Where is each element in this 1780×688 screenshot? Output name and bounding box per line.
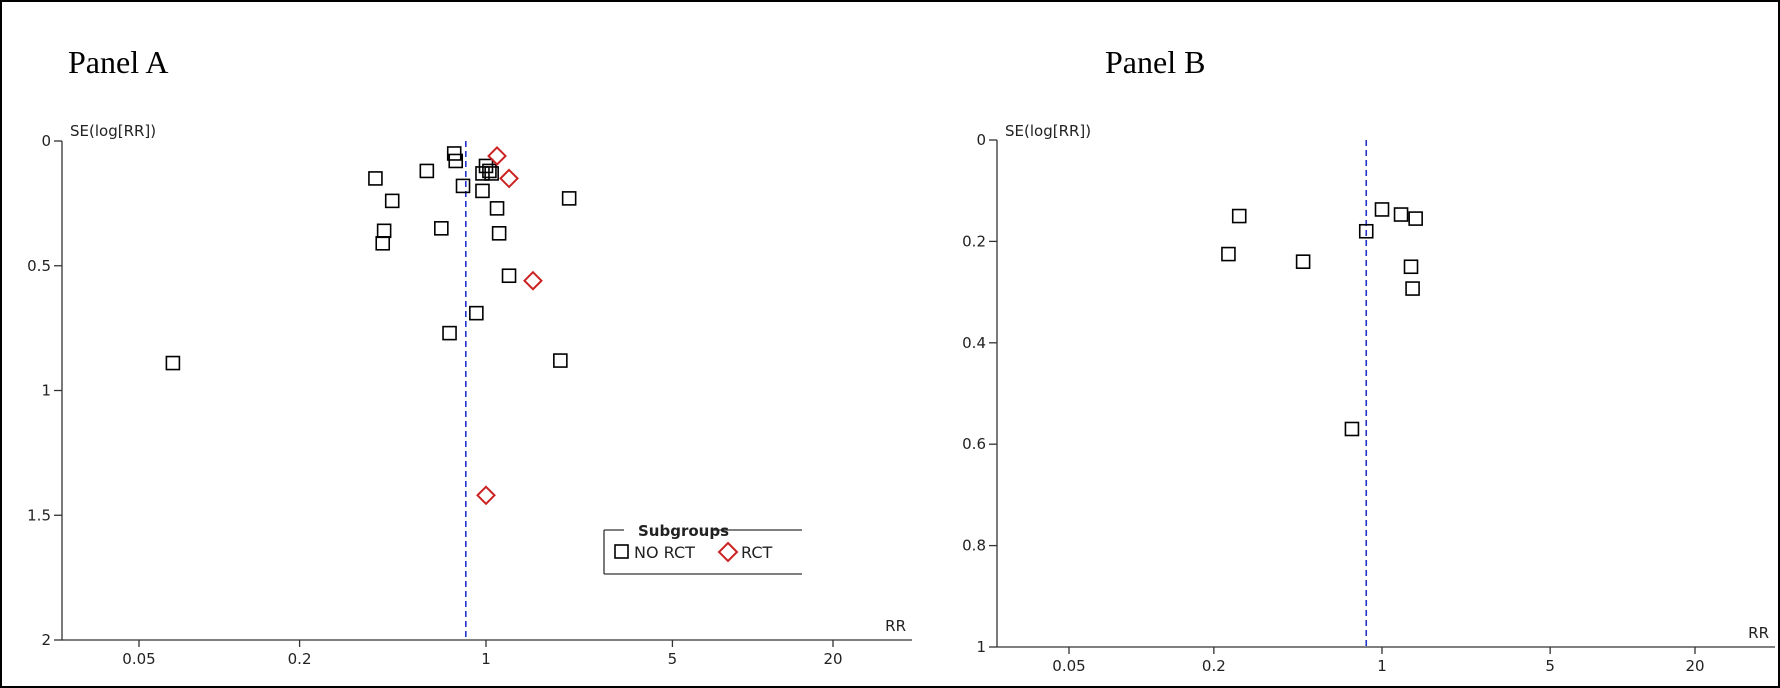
data-point-square: [1374, 202, 1390, 217]
data-point-square: [561, 191, 577, 206]
data-point-square: [419, 163, 435, 179]
y-axis-label: SE(log[RR]): [70, 122, 156, 140]
x-tick-label: 0.05: [122, 650, 155, 668]
data-point-square: [375, 235, 391, 251]
data-point-square: [478, 158, 494, 174]
data-point-diamond: [487, 146, 507, 166]
x-axis-label: RR: [885, 617, 906, 635]
x-axis-label: RR: [1748, 624, 1769, 642]
data-point-square: [501, 268, 517, 284]
data-point-diamond: [476, 485, 496, 506]
data-point-square: [442, 325, 457, 341]
data-point-square: [475, 183, 490, 199]
x-tick-label: 5: [668, 650, 678, 668]
data-point-square: [384, 193, 400, 209]
data-point-diamond: [499, 168, 519, 189]
data-point-square: [368, 171, 383, 186]
y-tick-label: 0.5: [27, 257, 51, 275]
data-point-square: [376, 223, 392, 239]
y-tick-label: 0: [41, 132, 51, 150]
data-point-square: [448, 153, 464, 169]
y-tick-label: 1: [976, 638, 986, 656]
x-tick-label: 1: [1377, 657, 1387, 675]
data-point-square: [434, 221, 449, 236]
legend-entry-label: NO RCT: [634, 543, 695, 562]
data-point-square: [446, 146, 462, 161]
data-point-square: [1344, 421, 1360, 437]
x-tick-label: 0.2: [288, 650, 312, 668]
data-point-square: [1405, 281, 1420, 296]
panel-title: Panel B: [1105, 44, 1205, 80]
x-tick-label: 1: [481, 650, 491, 668]
data-point-square: [491, 226, 507, 241]
y-tick-label: 0.6: [962, 435, 986, 453]
legend-entry-label: RCT: [741, 543, 772, 562]
data-point-square: [1393, 207, 1409, 222]
x-tick-label: 20: [1685, 657, 1704, 675]
legend-square-marker: [614, 544, 629, 559]
data-point-square: [1295, 254, 1311, 269]
x-tick-label: 20: [823, 650, 842, 668]
x-tick-label: 0.2: [1202, 657, 1226, 675]
data-point-square: [1403, 259, 1419, 275]
chart-panel-b: Panel B SE(log[RR]) 0 0.2 0.4 0.6 0.8 1 0.05 0.2 1…: [962, 44, 1775, 675]
legend-title: Subgroups: [638, 522, 729, 540]
data-point-square: [482, 163, 497, 179]
x-tick-label: 0.05: [1052, 657, 1085, 675]
data-point-square: [1408, 211, 1423, 226]
y-axis-label: SE(log[RR]): [1005, 122, 1091, 140]
data-point-square: [553, 353, 568, 368]
data-point-square: [1231, 208, 1247, 224]
data-point-square: [1221, 246, 1236, 262]
data-point-square: [469, 305, 484, 321]
data-point-square: [484, 166, 499, 181]
y-tick-label: 0.8: [962, 537, 986, 555]
x-tick-label: 5: [1545, 657, 1555, 675]
y-tick-label: 0.2: [962, 232, 986, 250]
legend-diamond-marker: [717, 541, 739, 563]
legend: Subgroups NO RCT RCT: [603, 522, 802, 575]
y-tick-label: 1: [41, 382, 51, 400]
y-tick-label: 0.4: [962, 334, 986, 352]
data-point-diamond: [523, 270, 543, 291]
chart-panel-a: Panel A SE(log[RR]) 0 0.5 1 1.5 2 0.05 0.2 1 5 20 RR…: [27, 44, 912, 668]
data-point-square: [455, 178, 471, 194]
y-tick-label: 2: [41, 631, 51, 649]
data-point-square: [1358, 223, 1374, 239]
y-tick-label: 1.5: [27, 506, 51, 524]
data-point-square: [165, 355, 181, 371]
panel-title: Panel A: [68, 44, 168, 80]
y-tick-label: 0: [976, 131, 986, 149]
data-point-square: [489, 201, 505, 216]
